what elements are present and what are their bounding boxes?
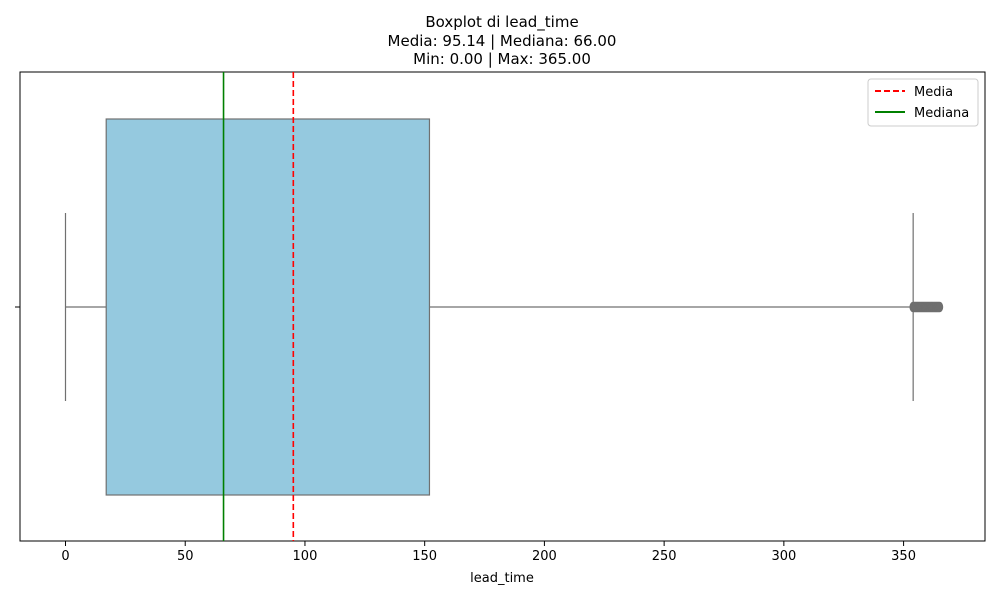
x-tick-label: 0 — [61, 549, 69, 564]
x-tick-label: 50 — [177, 549, 194, 564]
x-axis-label: lead_time — [470, 571, 534, 586]
legend-label-mediana: Mediana — [914, 106, 969, 121]
x-tick-label: 150 — [412, 549, 437, 564]
x-tick-label: 350 — [891, 549, 916, 564]
x-tick-label: 250 — [652, 549, 677, 564]
legend-label-media: Media — [914, 85, 953, 100]
legend: Media Mediana — [867, 78, 979, 127]
chart-title-line-2: Media: 95.14 | Mediana: 66.00 — [388, 32, 617, 50]
iqr-box — [105, 118, 431, 496]
x-tick-label: 300 — [771, 549, 796, 564]
chart-title-line-1: Boxplot di lead_time — [425, 13, 578, 32]
x-tick-label: 200 — [532, 549, 557, 564]
x-tick-label: 100 — [293, 549, 318, 564]
box-group — [64, 118, 944, 496]
x-ticks-group: 0 50 100 150 200 250 300 350 — [61, 541, 916, 564]
outlier-point — [935, 301, 944, 313]
chart-title-line-3: Min: 0.00 | Max: 365.00 — [413, 50, 591, 68]
reference-lines-group — [222, 72, 295, 541]
